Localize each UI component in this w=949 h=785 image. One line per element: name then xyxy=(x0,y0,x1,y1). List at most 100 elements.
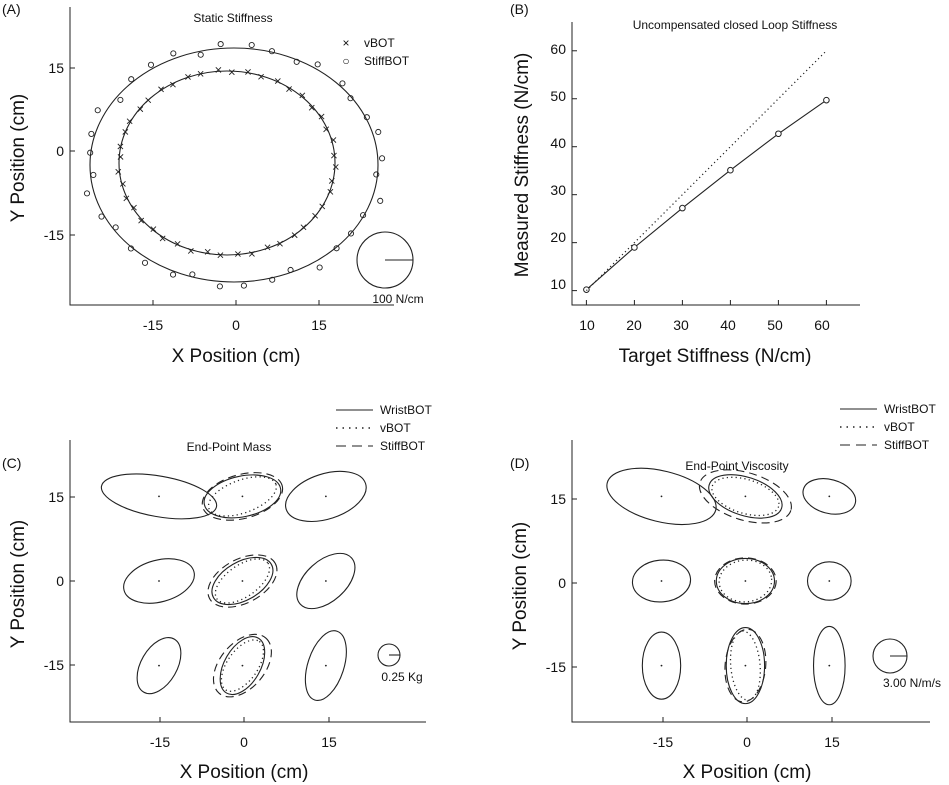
vbot-ellipse xyxy=(711,476,780,517)
stiffbot-marker xyxy=(127,245,134,252)
stiffbot-marker xyxy=(339,80,346,87)
vbot-marker xyxy=(122,128,129,135)
vbot-marker xyxy=(119,180,126,187)
vbot-marker xyxy=(323,126,330,133)
vbot-marker xyxy=(159,235,166,242)
stiffbot-marker xyxy=(293,58,300,65)
measured-stiffness-point xyxy=(679,204,686,212)
legend-stiffbot-marker: ○ xyxy=(342,54,349,68)
panel-a-xtick-0: 0 xyxy=(232,317,240,333)
wristbot-ellipse xyxy=(631,559,692,603)
panel-d-ticks xyxy=(572,498,833,722)
panel-c-legend: WristBOT vBOT StiffBOT xyxy=(336,403,432,453)
wristbot-ellipse xyxy=(802,478,857,515)
stiffbot-marker xyxy=(117,96,124,103)
measured-stiffness-point xyxy=(727,166,734,174)
measured-stiffness-point xyxy=(631,244,638,251)
stiffbot-marker xyxy=(360,212,367,219)
panel-b-ytick-40: 40 xyxy=(550,135,566,151)
wristbot-ellipse xyxy=(296,552,356,610)
wristbot-ellipse xyxy=(100,473,218,520)
wristbot-ellipse xyxy=(641,631,682,700)
panel-b-ticks xyxy=(572,50,827,305)
stiffbot-marker xyxy=(248,41,255,49)
panel-a-label: (A) xyxy=(2,1,21,17)
vbot-marker xyxy=(197,70,204,77)
stiffbot-marker xyxy=(170,50,177,57)
vbot-marker xyxy=(331,152,337,159)
panel-b-ytick-50: 50 xyxy=(550,88,566,104)
panel-b-axes xyxy=(571,22,860,306)
panel-b-label: (B) xyxy=(510,1,529,17)
stiffbot-marker xyxy=(316,264,323,271)
panel-d-ylabel: Y Position (cm) xyxy=(510,522,531,650)
wristbot-ellipse xyxy=(219,636,266,696)
vbot-marker xyxy=(286,86,292,93)
ellipse-center-dot xyxy=(324,495,327,498)
vbot-marker xyxy=(308,104,315,111)
stiffbot-ellipse xyxy=(212,633,272,698)
vbot-marker xyxy=(123,195,130,202)
wristbot-ellipse xyxy=(136,637,182,695)
panel-c-xlabel: X Position (cm) xyxy=(180,762,309,783)
vbot-marker xyxy=(117,153,124,160)
panel-a-ylabel: Y Position (cm) xyxy=(8,94,29,222)
ellipse-center-dot xyxy=(744,580,747,582)
vbot-marker xyxy=(126,118,133,125)
ellipse-center-dot xyxy=(241,664,244,667)
panel-a-ytick-minus15: -15 xyxy=(44,227,64,243)
panel-d-scale-indicator: 3.00 N/m/s xyxy=(872,638,941,690)
vbot-marker xyxy=(131,204,137,211)
panel-d-ytick-15: 15 xyxy=(550,491,566,507)
panel-a-axes xyxy=(69,7,394,306)
panel-d-xtick-minus15: -15 xyxy=(653,734,673,750)
vbot-marker xyxy=(319,203,326,210)
vbot-marker xyxy=(291,232,298,239)
legend-vbot-marker: × xyxy=(342,36,349,50)
ellipse-center-dot xyxy=(744,495,747,498)
panel-a-y-ticks xyxy=(70,67,75,236)
panel-a-scale-label: 100 N/cm xyxy=(372,292,423,306)
panel-a-legend: × vBOT ○ StiffBOT xyxy=(342,36,409,68)
panel-a-title: Static Stiffness xyxy=(193,11,272,25)
stiffbot-marker xyxy=(88,130,95,137)
panel-d-ytick-0: 0 xyxy=(558,575,566,591)
vbot-marker xyxy=(327,188,334,195)
vbot-marker xyxy=(174,240,181,247)
panel-a: (A) Static Stiffness 15 0 -15 -15 0 15 X… xyxy=(2,1,424,367)
vbot-marker xyxy=(170,81,176,88)
vbot-marker xyxy=(277,240,283,247)
stiffbot-fit-ellipse xyxy=(89,47,379,283)
panel-c-ytick-0: 0 xyxy=(56,573,64,589)
stiffbot-marker xyxy=(217,41,224,48)
panel-c-ylabel: Y Position (cm) xyxy=(8,520,29,648)
stiffbot-ellipse xyxy=(714,557,777,605)
vbot-ellipse xyxy=(207,476,278,517)
wristbot-ellipse xyxy=(211,556,274,606)
vbot-marker xyxy=(145,97,152,104)
stiffbot-marker xyxy=(379,155,386,162)
ellipse-center-dot xyxy=(158,495,160,498)
stiffbot-marker xyxy=(363,114,370,121)
vbot-marker xyxy=(117,143,124,150)
panel-d-axes xyxy=(571,440,930,723)
vbot-marker xyxy=(204,248,211,255)
vbot-marker xyxy=(328,178,335,184)
stiffbot-marker xyxy=(112,224,119,231)
panel-c-xtick-minus15: -15 xyxy=(150,734,170,750)
panel-d-legend-stiffbot: StiffBOT xyxy=(884,438,930,452)
panel-b-xtick-50: 50 xyxy=(767,317,783,333)
panel-c-xtick-0: 0 xyxy=(240,734,248,750)
panel-b-xtick-30: 30 xyxy=(673,317,689,333)
vbot-marker xyxy=(215,66,222,73)
panel-b-xtick-60: 60 xyxy=(814,317,830,333)
panel-d-legend-vbot: vBOT xyxy=(884,420,915,434)
panel-d-scale-label: 3.00 N/m/s xyxy=(883,676,941,690)
wristbot-ellipse xyxy=(725,627,766,705)
wristbot-ellipse xyxy=(708,474,783,519)
panel-a-scale-indicator: 100 N/cm xyxy=(356,231,424,306)
stiffbot-marker xyxy=(83,190,91,197)
stiffbot-marker xyxy=(98,213,105,220)
panel-c-scale-indicator: 0.25 Kg xyxy=(377,643,423,684)
